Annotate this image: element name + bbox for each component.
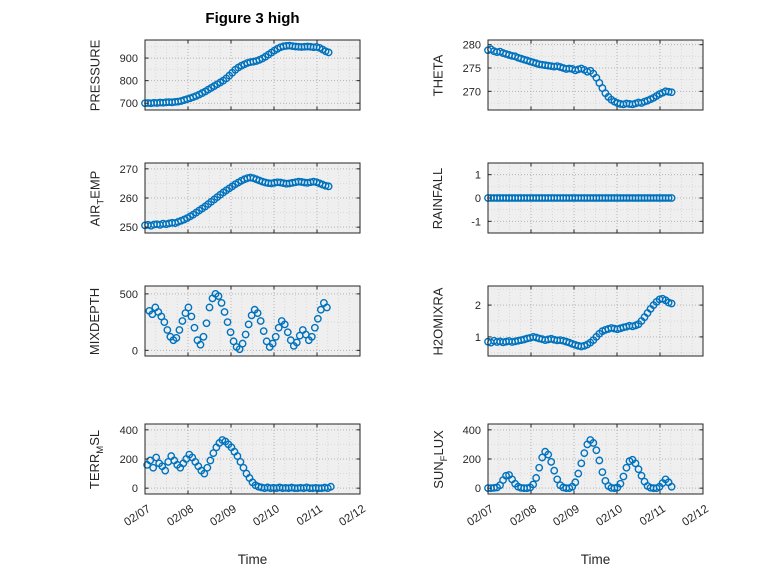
subplot-sun-flux: SUNFLUX 02/07 02/08 02/09 02/10 02/11 02/12 0 2… <box>431 416 719 552</box>
subplot-rainfall: RAINFALL -1 0 1 <box>431 155 719 245</box>
svg-text:02/10: 02/10 <box>251 503 282 529</box>
svg-text:02/12: 02/12 <box>337 503 368 529</box>
plot-sun-flux: 02/07 02/08 02/09 02/10 02/11 02/12 0 200 400 <box>463 423 711 529</box>
subplot-air-temp: AIRTEMP 250 260 270 <box>88 155 376 245</box>
svg-text:500: 500 <box>120 289 138 301</box>
plot-rainfall: -1 0 1 <box>471 162 704 234</box>
subplot-theta: THETA 270 275 280 <box>431 32 719 122</box>
subplot-terr-msl: TERRMSL 02/07 02/08 02/09 02/10 02/11 02/12 0 2… <box>88 416 376 552</box>
svg-text:0: 0 <box>475 193 481 205</box>
x-axis-label-right: Time <box>580 552 611 567</box>
svg-text:0: 0 <box>475 483 481 495</box>
svg-text:250: 250 <box>120 222 138 234</box>
svg-text:0: 0 <box>132 345 138 357</box>
svg-text:02/07: 02/07 <box>465 503 496 529</box>
svg-text:02/11: 02/11 <box>638 503 668 528</box>
svg-text:270: 270 <box>463 86 481 98</box>
subplot-pressure: PRESSURE 700 800 900 <box>88 32 376 122</box>
svg-text:02/07: 02/07 <box>122 503 153 529</box>
svg-text:275: 275 <box>463 63 481 75</box>
svg-text:900: 900 <box>120 53 138 65</box>
svg-text:1: 1 <box>475 332 481 344</box>
plot-theta: 270 275 280 <box>463 39 704 111</box>
svg-text:400: 400 <box>463 425 481 437</box>
svg-text:02/08: 02/08 <box>165 503 196 529</box>
plot-h2omixra: 12 <box>475 285 704 357</box>
svg-text:400: 400 <box>120 425 138 437</box>
svg-text:260: 260 <box>120 193 138 205</box>
svg-text:280: 280 <box>463 40 481 52</box>
svg-text:800: 800 <box>120 76 138 88</box>
svg-text:200: 200 <box>463 454 481 466</box>
svg-text:1: 1 <box>475 170 481 182</box>
svg-text:02/10: 02/10 <box>594 503 625 529</box>
plot-pressure: 700 800 900 <box>120 39 361 111</box>
svg-text:270: 270 <box>120 164 138 176</box>
svg-text:02/09: 02/09 <box>208 503 239 529</box>
svg-text:200: 200 <box>120 454 138 466</box>
svg-text:02/09: 02/09 <box>551 503 582 529</box>
svg-text:02/12: 02/12 <box>680 503 711 529</box>
svg-text:700: 700 <box>120 98 138 110</box>
x-axis-label-left: Time <box>237 552 268 567</box>
svg-text:2: 2 <box>475 300 481 312</box>
svg-text:02/08: 02/08 <box>508 503 539 529</box>
svg-text:-1: -1 <box>471 216 481 228</box>
svg-text:02/11: 02/11 <box>295 503 325 528</box>
plot-air-temp: 250 260 270 <box>120 162 361 234</box>
figure-title: Figure 3 high <box>205 10 300 27</box>
plot-mixdepth: 0 500 <box>120 285 361 357</box>
svg-text:0: 0 <box>132 483 138 495</box>
subplot-mixdepth: MIXDEPTH 0 500 <box>88 278 376 368</box>
plot-terr-msl: 02/07 02/08 02/09 02/10 02/11 02/12 0 200 400 <box>120 423 368 529</box>
